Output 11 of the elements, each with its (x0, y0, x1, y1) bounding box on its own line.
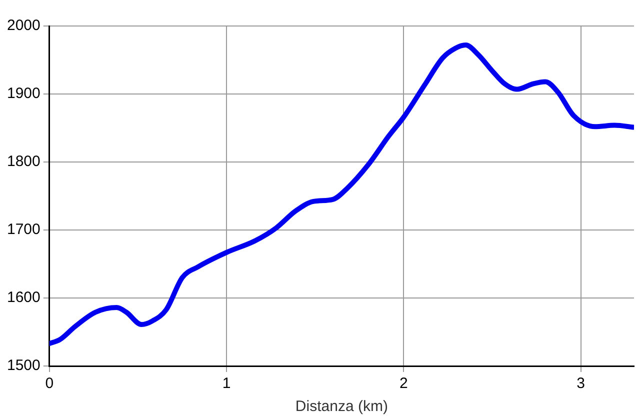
x-tick-label: 3 (576, 375, 586, 392)
x-axis-title: Distanza (km) (295, 398, 388, 416)
y-tick-label: 1500 (6, 357, 40, 374)
y-tick-label: 1700 (6, 221, 40, 238)
y-tick-label: 1900 (6, 85, 40, 102)
x-tick-label: 0 (45, 375, 54, 392)
x-tick-label: 2 (400, 375, 408, 392)
y-tick-label: 1600 (6, 289, 40, 306)
y-tick-label: 1800 (6, 153, 40, 170)
x-tick-label: 1 (222, 375, 231, 392)
y-tick-label: 2000 (6, 17, 40, 34)
